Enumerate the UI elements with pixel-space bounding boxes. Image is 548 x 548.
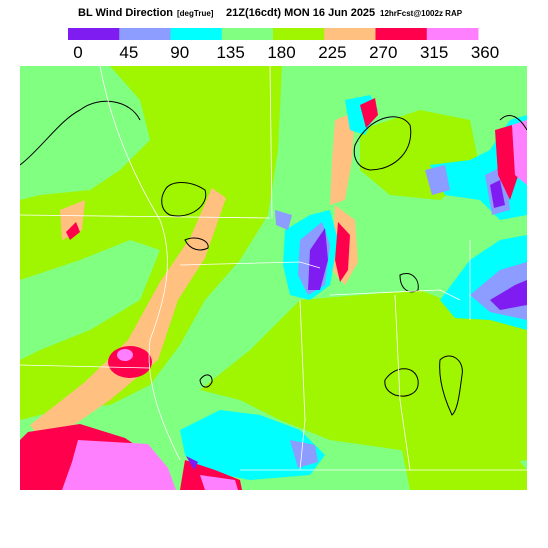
field-region (62, 440, 176, 490)
field-region (30, 188, 226, 445)
field-region (400, 430, 527, 490)
colorbar-label: 135 (216, 43, 244, 62)
colorbar-swatch (119, 28, 171, 40)
field-region (117, 349, 133, 361)
colorbar-swatch (273, 28, 325, 40)
field-region (66, 222, 80, 240)
title-model: 12hrFcst@1002z RAP (380, 9, 463, 18)
field-region (512, 120, 527, 185)
colorbar: 0 45 90 135 180 225 270 315 360 (68, 28, 499, 62)
field-region (425, 165, 450, 195)
field-region (290, 440, 318, 468)
field-region (20, 66, 150, 200)
field-region (200, 475, 238, 490)
colorbar-label: 45 (119, 43, 138, 62)
colorbar-label: 0 (73, 43, 82, 62)
field-region (490, 280, 527, 310)
title-text: BL Wind Direction (78, 7, 173, 19)
title: BL Wind Direction [degTrue] 21Z(16cdt) M… (78, 7, 463, 19)
colorbar-swatch (68, 28, 120, 40)
colorbar-label: 180 (267, 43, 295, 62)
field-region (360, 98, 378, 128)
boundaries (20, 66, 527, 471)
colorbar-swatch (170, 28, 223, 40)
colorbar-label: 225 (318, 43, 346, 62)
field-region (186, 456, 198, 470)
colorbar-label: 360 (471, 43, 499, 62)
field-region (20, 240, 160, 360)
field-region (180, 410, 325, 480)
colorbar-swatch (221, 28, 274, 40)
field-region (200, 290, 527, 470)
colorbar-swatch (324, 28, 376, 40)
title-unit: [degTrue] (177, 9, 214, 18)
title-time: 21Z(16cdt) MON 16 Jun 2025 (226, 7, 375, 19)
field-region (308, 228, 328, 290)
contour-lines (20, 100, 527, 416)
colorbar-label: 270 (369, 43, 397, 62)
colorbar-label: 315 (420, 43, 448, 62)
field-region (275, 210, 292, 230)
field-region (330, 112, 355, 205)
colorbar-swatch (426, 28, 479, 40)
colorbar-swatch (375, 28, 428, 40)
field-region (490, 180, 505, 208)
map (20, 66, 527, 490)
colorbar-label: 90 (170, 43, 189, 62)
field-region (335, 222, 350, 282)
